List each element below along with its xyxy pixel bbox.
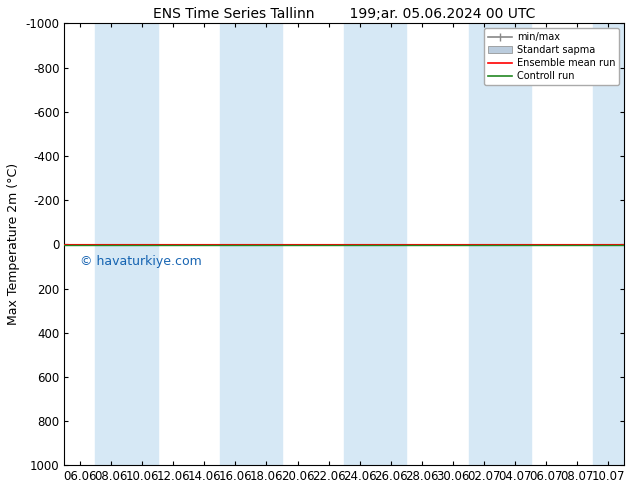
Bar <box>344 24 406 465</box>
Y-axis label: Max Temperature 2m (°C): Max Temperature 2m (°C) <box>7 163 20 325</box>
Bar <box>96 24 158 465</box>
Bar <box>469 24 531 465</box>
Bar <box>593 24 624 465</box>
Title: ENS Time Series Tallinn        199;ar. 05.06.2024 00 UTC: ENS Time Series Tallinn 199;ar. 05.06.20… <box>153 7 535 21</box>
Text: © havaturkiye.com: © havaturkiye.com <box>80 255 202 269</box>
Bar <box>220 24 282 465</box>
Legend: min/max, Standart sapma, Ensemble mean run, Controll run: min/max, Standart sapma, Ensemble mean r… <box>484 28 619 85</box>
